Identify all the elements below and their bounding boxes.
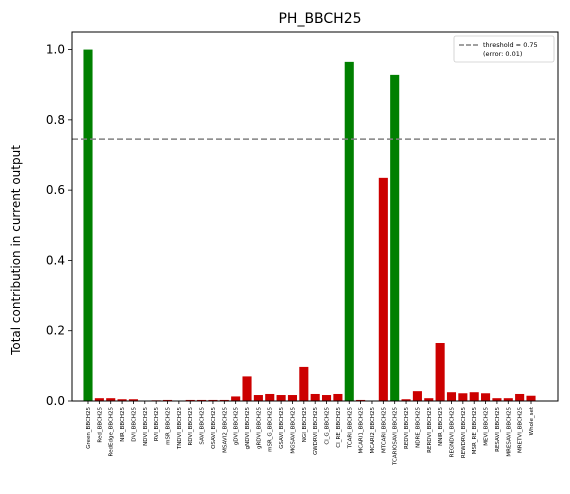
- x-tick-label: MRESAVI_BBCH25: [506, 407, 512, 457]
- bar-MGSAVI_BBCH25: [287, 395, 298, 401]
- y-axis-ticks: 0.0 0.2 0.4 0.6 0.8 1.0: [46, 43, 72, 408]
- bar-REWDRVI_BBCH25: [458, 393, 468, 401]
- bar-MTCARI_BBCH25: [378, 177, 388, 401]
- x-tick-label: MCARI1_BBCH25: [359, 407, 365, 454]
- x-tick-label: gRDVI_BBCH25: [256, 407, 262, 450]
- bar-NNIR_BBCH25: [435, 343, 445, 401]
- bar-TCARI_BBCH25: [344, 61, 354, 402]
- x-tick-label: RESAVI_BBCH25: [495, 406, 501, 451]
- x-tick-label: NDRE_BBCH25: [415, 407, 421, 448]
- x-tick-label: MSR_RE_BBCH25: [472, 407, 478, 455]
- x-tick-label: REDVI_BBCH25: [404, 407, 410, 449]
- x-tick-label: OSAVI_BBCH25: [211, 407, 217, 449]
- x-tick-label: gDVI_BBCH25: [234, 407, 240, 446]
- bar-SAVI_BBCH25: [197, 399, 207, 401]
- x-tick-label: TNDVI_BBCH25: [177, 407, 183, 451]
- bar-MCARI1_BBCH25: [356, 399, 366, 401]
- chart-title: PH_BBCH25: [278, 11, 361, 27]
- x-tick-label: MEVI_BBCH25: [484, 407, 490, 446]
- bar-NGI_BBCH25: [299, 366, 309, 401]
- x-axis-ticks: Green_BBCH25 Red_BBCH25 RedEdge_BBCH25 NIR_…: [86, 401, 535, 466]
- bar-Whole_set: [526, 395, 536, 401]
- bar-RERDVI_BBCH25: [424, 398, 434, 401]
- bar-DVI_BBCH25: [128, 399, 138, 401]
- bar-RESAVI_BBCH25: [492, 398, 502, 401]
- bar-mSR_BBCH25: [162, 399, 173, 401]
- x-tick-label: CI_G_BBCH25: [325, 407, 331, 445]
- x-tick-label: mSR_BBCH25: [166, 407, 172, 445]
- bar-REDVI_BBCH25: [401, 399, 411, 401]
- y-tick-label: 1.0: [46, 43, 65, 57]
- bar-OSAVI_BBCH25: [208, 399, 218, 401]
- x-tick-label: CI_RE_BBCH25: [336, 407, 342, 448]
- bar-GWDRVI_BBCH25: [310, 393, 320, 401]
- x-tick-label: MTCARI_BBCH25: [381, 407, 387, 454]
- x-tick-label: TCARI_BBCH25: [347, 407, 353, 450]
- x-tick-label: MSAVI2_BBCH25: [222, 407, 228, 453]
- x-tick-label: MRETVI_BBCH25: [518, 407, 524, 453]
- x-tick-label: REGNDVI_BBCH25: [449, 407, 455, 458]
- y-tick-label: 0.4: [46, 253, 65, 267]
- legend-threshold-label: threshold = 0.75: [483, 41, 538, 49]
- x-tick-label: RDVI_BBCH25: [188, 407, 194, 446]
- bar-MRETVI_BBCH25: [515, 393, 525, 401]
- bar-MSR_RE_BBCH25: [469, 392, 479, 401]
- bar-gDVI_BBCH25: [231, 396, 241, 401]
- bar-CI_G_BBCH25: [321, 395, 332, 401]
- x-tick-label: MGSAVI_BBCH25: [290, 407, 296, 454]
- x-tick-label: NNIR_BBCH25: [438, 407, 444, 446]
- x-tick-label: Whole_set: [529, 406, 535, 435]
- bar-TCARIOSAVI_BBCH25: [390, 74, 400, 402]
- x-tick-label: SAVI_BBCH25: [200, 407, 206, 445]
- legend-box: [453, 35, 555, 63]
- x-tick-label: NIR_BBCH25: [120, 407, 126, 442]
- x-tick-label: NDVI_BBCH25: [143, 407, 149, 446]
- bar-MEVI_BBCH25: [481, 393, 491, 401]
- plot-frame: [71, 31, 559, 402]
- y-tick-label: 0.6: [46, 183, 65, 197]
- y-tick-label: 0.8: [46, 113, 65, 127]
- bar-Red_BBCH25: [94, 398, 104, 401]
- bar-gRDVI_BBCH25: [253, 395, 263, 401]
- bar-mSR_G_BBCH25: [265, 393, 275, 401]
- bar-RDVI_BBCH25: [185, 399, 195, 401]
- bar-MRESAVI_BBCH25: [503, 398, 513, 401]
- x-tick-label: REWDRVI_BBCH25: [461, 407, 467, 459]
- legend-error-label: (error: 0.01): [483, 50, 522, 58]
- x-tick-label: NGI_BBCH25: [302, 407, 308, 443]
- x-tick-label: RedEdge_BBCH25: [109, 407, 115, 457]
- legend: threshold = 0.75 (error: 0.01): [453, 35, 555, 63]
- bar-CI_RE_BBCH25: [333, 393, 343, 401]
- bar-REGNDVI_BBCH25: [446, 392, 457, 401]
- x-tick-label: Red_BBCH25: [97, 407, 103, 443]
- x-tick-label: RERDVI_BBCH25: [427, 407, 433, 453]
- y-axis-label: Total contribution in current output: [9, 145, 23, 356]
- x-tick-label: gNDVI_BBCH25: [245, 407, 251, 450]
- bar-gNDVI_BBCH25: [242, 376, 252, 401]
- x-tick-label: mSR_G_BBCH25: [268, 407, 274, 452]
- x-tick-label: DVI_BBCH25: [131, 407, 137, 442]
- x-tick-label: GWDRVI_BBCH25: [313, 407, 319, 456]
- x-tick-label: RVI_BBCH25: [154, 407, 160, 442]
- y-tick-label: 0.0: [46, 394, 65, 408]
- bar-MSAVI2_BBCH25: [219, 399, 229, 401]
- bar-GSAVI_BBCH25: [276, 395, 286, 401]
- bar-RedEdge_BBCH25: [106, 398, 116, 401]
- bar-NIR_BBCH25: [117, 399, 127, 401]
- bar-NDRE_BBCH25: [412, 391, 422, 401]
- x-tick-label: Green_BBCH25: [86, 407, 92, 449]
- x-tick-label: MCARI2_BBCH25: [370, 407, 376, 454]
- bar-Green_BBCH25: [83, 49, 93, 401]
- bars-group: [83, 49, 536, 402]
- y-tick-label: 0.2: [46, 324, 65, 338]
- x-tick-label: TCARIOSAVI_BBCH25: [393, 407, 399, 466]
- x-tick-label: GSAVI_BBCH25: [279, 407, 285, 449]
